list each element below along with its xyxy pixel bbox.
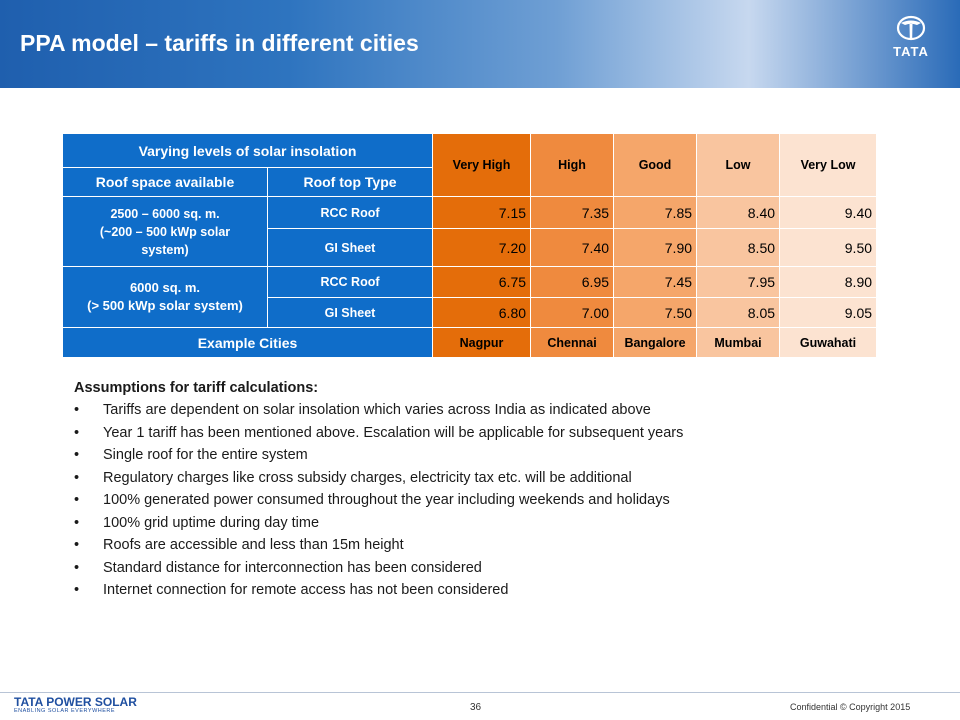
tariff-cell: 9.40: [779, 196, 878, 229]
example-cities-label: Example Cities: [61, 327, 434, 358]
city-cell: Mumbai: [696, 327, 781, 358]
bullet-icon: •: [74, 402, 80, 418]
assumptions-list: • Tariffs are dependent on solar insolati…: [74, 399, 854, 602]
tariff-cell: 7.00: [530, 297, 615, 328]
roof-space-header: Roof space available: [62, 167, 268, 197]
footer-logo-tagline: ENABLING SOLAR EVERYWHERE: [14, 708, 116, 714]
tariff-cell: 8.05: [696, 297, 781, 328]
tariff-cell: 7.15: [432, 196, 532, 229]
bullet-icon: •: [74, 582, 80, 598]
city-cell: Bangalore: [613, 327, 698, 358]
tariff-cell: 8.40: [696, 196, 781, 229]
level-header: Very Low: [779, 133, 878, 197]
tariff-cell: 7.50: [613, 297, 698, 328]
bullet-icon: •: [74, 514, 80, 531]
city-cell: Chennai: [530, 327, 615, 358]
footer-logo-main: TATA POWER SOLAR: [14, 695, 137, 709]
tariff-cell: 8.90: [779, 266, 878, 298]
tariff-cell: 7.90: [613, 228, 698, 267]
roof-type-cell: GI Sheet: [266, 228, 434, 267]
bullet-icon: •: [74, 447, 80, 463]
tariff-cell: 8.50: [696, 228, 781, 267]
roof-space-cell: 2500 – 6000 sq. m. (~200 – 500 kWp solar…: [62, 196, 268, 267]
footer-logo: TATA POWER SOLAR ENABLING SOLAR EVERYWHE…: [14, 695, 137, 714]
list-item: • 100% generated power consumed throughou…: [74, 489, 854, 512]
bullet-icon: •: [74, 492, 80, 508]
level-header: Very High: [432, 133, 532, 197]
list-item: • Internet connection for remote access h…: [74, 579, 854, 602]
bullet-icon: •: [74, 537, 80, 553]
list-item: • Tariffs are dependent on solar insolati…: [74, 399, 854, 422]
page-number: 36: [470, 702, 482, 713]
bullet-icon: •: [74, 559, 80, 576]
level-header: Low: [696, 133, 781, 197]
table-row: Example Cities Nagpur Chennai Bangalore …: [61, 327, 878, 358]
list-item: • Standard distance for interconnection h…: [74, 557, 854, 580]
tariff-table: Varying levels of solar insolation Very …: [61, 133, 878, 358]
list-item: • Regulatory charges like cross subsidy c…: [74, 467, 854, 490]
tata-logo: TATA: [884, 14, 938, 68]
tariff-cell: 7.20: [432, 228, 532, 267]
roof-type-cell: GI Sheet: [266, 297, 434, 328]
table-row: 6000 sq. m. (> 500 kWp solar system) RCC…: [62, 266, 878, 328]
slide-title: PPA model – tariffs in different cities: [20, 30, 419, 56]
footer-divider: [0, 692, 960, 693]
bullet-icon: •: [74, 469, 80, 486]
list-item: • Year 1 tariff has been mentioned above.…: [74, 422, 854, 445]
city-cell: Guwahati: [779, 327, 878, 358]
list-item: • 100% grid uptime during day time: [74, 512, 854, 535]
table-row: 2500 – 6000 sq. m. (~200 – 500 kWp solar…: [62, 196, 878, 267]
level-header: Good: [613, 133, 698, 197]
roof-type-cell: RCC Roof: [266, 266, 434, 298]
table-row: GI Sheet 6.80 7.00 7.50 8.05 9.05: [63, 297, 878, 328]
tariff-cell: 9.05: [779, 297, 878, 328]
tariff-cell: 7.45: [613, 266, 698, 298]
tata-logo-text: TATA: [893, 44, 929, 59]
tariff-cell: 6.80: [432, 297, 532, 328]
roof-space-cell: 6000 sq. m. (> 500 kWp solar system): [62, 266, 268, 328]
tariff-cell: 7.35: [530, 196, 615, 229]
level-header: High: [530, 133, 615, 197]
slide-header: PPA model – tariffs in different cities …: [0, 0, 960, 88]
assumptions-section: Assumptions for tariff calculations: • Ta…: [74, 380, 854, 602]
tariff-cell: 7.85: [613, 196, 698, 229]
tariff-cell: 9.50: [779, 228, 878, 267]
copyright-text: Confidential © Copyright 2015: [790, 702, 911, 712]
roof-type-cell: RCC Roof: [266, 196, 434, 229]
bullet-icon: •: [74, 424, 80, 441]
insolation-header: Varying levels of solar insolation: [61, 133, 434, 168]
tariff-cell: 7.40: [530, 228, 615, 267]
tariff-cell: 6.95: [530, 266, 615, 298]
city-cell: Nagpur: [432, 327, 532, 358]
roof-type-header: Roof top Type: [266, 167, 434, 197]
list-item: • Roofs are accessible and less than 15m …: [74, 534, 854, 557]
list-item: • Single roof for the entire system: [74, 444, 854, 467]
tariff-cell: 7.95: [696, 266, 781, 298]
tata-emblem-icon: [896, 15, 926, 41]
assumptions-title: Assumptions for tariff calculations:: [74, 380, 319, 396]
tariff-cell: 6.75: [432, 266, 532, 298]
